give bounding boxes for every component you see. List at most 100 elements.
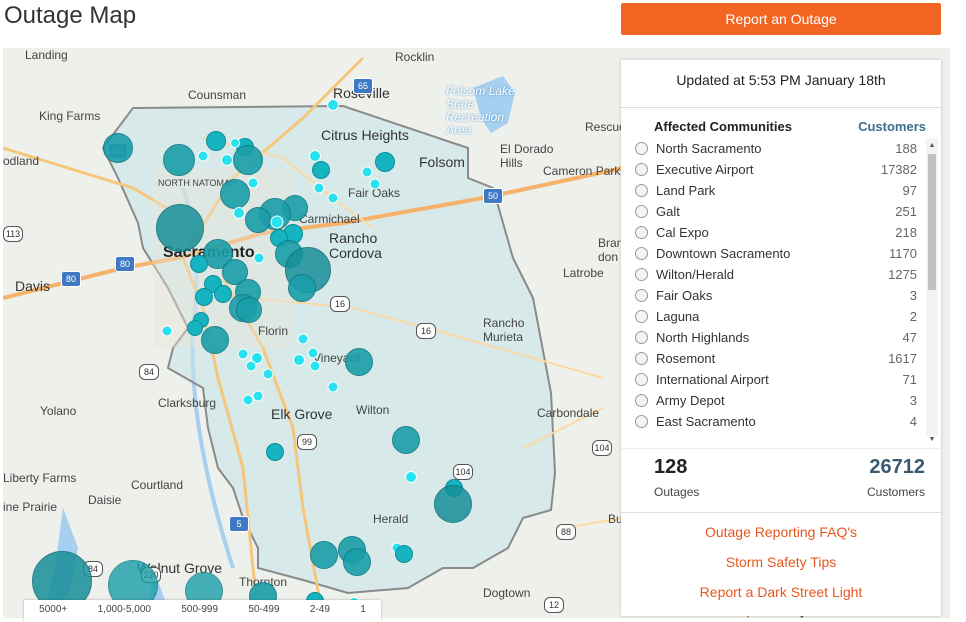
outage-marker[interactable] [312,161,330,179]
outage-marker[interactable] [253,252,265,264]
list-item[interactable]: Cal Expo 218 [635,222,917,243]
radio-button[interactable] [635,310,648,323]
radio-button[interactable] [635,352,648,365]
outage-marker[interactable] [206,131,226,151]
legend-label: 1 [360,604,366,615]
outage-marker[interactable] [327,192,339,204]
list-header-communities: Affected Communities [654,119,792,134]
outages-stat: 128 Outages [654,456,699,499]
outage-marker[interactable] [262,368,274,380]
list-item[interactable]: East Sacramento 4 [635,411,917,432]
outage-marker[interactable] [434,485,472,523]
scroll-up-icon[interactable]: ▲ [928,142,936,149]
radio-button[interactable] [635,226,648,239]
list-item[interactable]: Downtown Sacramento 1170 [635,243,917,264]
place-label: Elk Grove [271,406,333,422]
place-label: Dogtown [483,586,531,600]
place-label: Clarksburg [158,396,217,410]
radio-button[interactable] [635,415,648,428]
place-label: Yolano [40,404,77,418]
outage-marker[interactable] [214,285,232,303]
outage-marker[interactable] [405,471,417,483]
list-item[interactable]: North Highlands 47 [635,327,917,348]
outage-marker[interactable] [247,177,259,189]
radio-button[interactable] [635,331,648,344]
storm-safety-link[interactable]: Storm Safety Tips [725,554,837,570]
outage-marker[interactable] [233,145,263,175]
faq-link[interactable]: Outage Reporting FAQ's [704,524,858,540]
radio-button[interactable] [635,289,648,302]
outage-marker[interactable] [195,288,213,306]
list-item[interactable]: Land Park 97 [635,180,917,201]
outage-marker[interactable] [221,154,233,166]
outage-marker[interactable] [252,390,264,402]
community-name: Executive Airport [656,162,754,177]
outage-marker[interactable] [307,347,319,359]
outage-marker[interactable] [236,297,262,323]
scroll-thumb[interactable] [928,154,936,290]
outage-marker[interactable] [161,325,173,337]
size-legend: 5000+ 1,000-5,000 500-999 50-499 2-49 1 [24,600,381,622]
list-item[interactable]: Executive Airport 17382 [635,159,917,180]
outage-marker[interactable] [309,360,321,372]
outage-marker[interactable] [270,215,284,229]
outage-marker[interactable] [222,259,248,285]
outage-marker[interactable] [369,178,381,190]
dark-street-light-link[interactable]: Report a Dark Street Light [699,584,863,600]
radio-button[interactable] [635,394,648,407]
radio-button[interactable] [635,373,648,386]
outage-marker[interactable] [343,548,371,576]
outage-marker[interactable] [187,320,203,336]
outage-marker[interactable] [190,255,208,273]
outage-marker[interactable] [220,179,250,209]
place-label: Florin [258,324,289,338]
radio-button[interactable] [635,205,648,218]
radio-button[interactable] [635,247,648,260]
outage-marker[interactable] [293,354,305,366]
outage-marker[interactable] [242,394,254,406]
outage-marker[interactable] [313,182,325,194]
list-item[interactable]: Laguna 2 [635,306,917,327]
outage-marker[interactable] [392,426,420,454]
outage-marker[interactable] [201,326,229,354]
list-header-customers: Customers [858,119,926,134]
outage-marker[interactable] [327,99,339,111]
communities-list[interactable]: North Sacramento 188 Executive Airport 173… [635,138,917,498]
radio-button[interactable] [635,184,648,197]
list-item[interactable]: Wilton/Herald 1275 [635,264,917,285]
outage-marker[interactable] [245,207,271,233]
list-scrollbar[interactable]: ▲ ▼ [926,138,938,443]
outage-marker[interactable] [245,360,257,372]
list-item[interactable]: Army Depot 3 [635,390,917,411]
list-item[interactable]: Rosemont 1617 [635,348,917,369]
list-item[interactable]: North Sacramento 188 [635,138,917,159]
outage-marker[interactable] [395,545,413,563]
outage-marker[interactable] [197,150,209,162]
outage-marker[interactable] [156,204,204,252]
outage-marker[interactable] [237,348,249,360]
outage-marker[interactable] [297,333,309,345]
outage-marker[interactable] [233,207,245,219]
community-customers: 3 [909,393,917,408]
outage-marker[interactable] [345,348,373,376]
outage-marker[interactable] [310,541,338,569]
scroll-down-icon[interactable]: ▼ [928,436,936,443]
list-item[interactable]: Galt 251 [635,201,917,222]
outage-marker[interactable] [230,138,240,148]
outage-marker[interactable] [266,443,284,461]
list-item[interactable]: Fair Oaks 3 [635,285,917,306]
radio-button[interactable] [635,268,648,281]
outage-marker[interactable] [361,166,373,178]
outage-marker[interactable] [327,381,339,393]
report-outage-button[interactable]: Report an Outage [621,3,941,35]
outage-marker[interactable] [288,274,316,302]
radio-button[interactable] [635,163,648,176]
list-item[interactable]: International Airport 71 [635,369,917,390]
outage-marker[interactable] [163,144,195,176]
outage-marker[interactable] [309,150,321,162]
radio-button[interactable] [635,142,648,155]
community-customers: 4 [909,414,917,429]
community-name: East Sacramento [656,414,756,429]
outage-marker[interactable] [375,152,395,172]
outage-marker[interactable] [103,133,133,163]
